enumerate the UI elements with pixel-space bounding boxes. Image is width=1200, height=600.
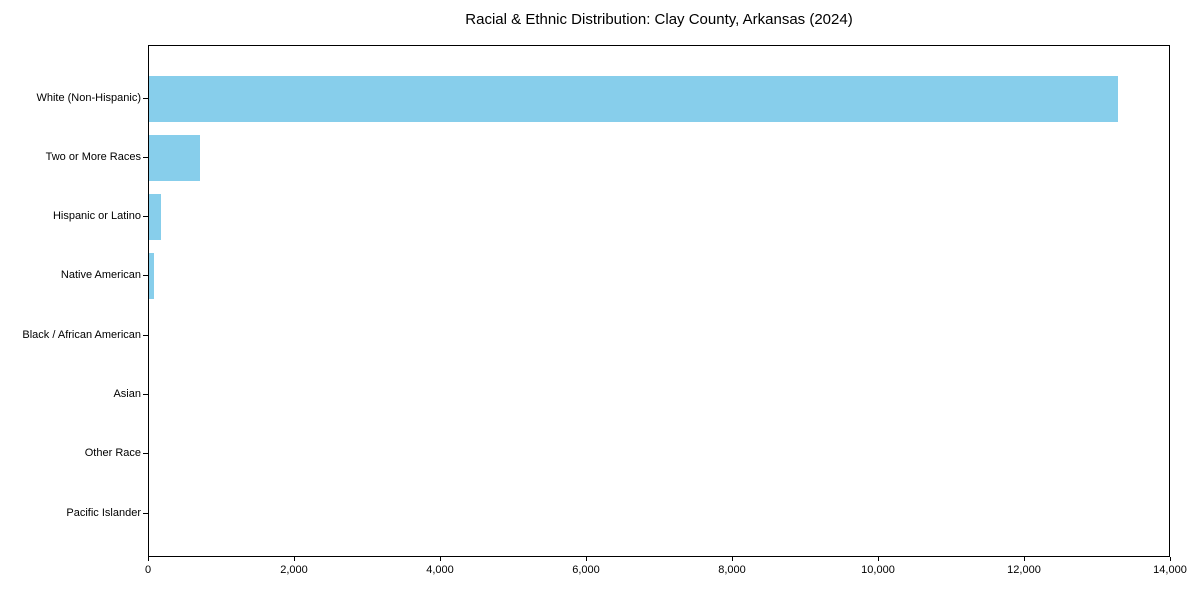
chart-title: Racial & Ethnic Distribution: Clay Count… xyxy=(465,11,853,28)
x-tick-label: 12,000 xyxy=(1007,564,1041,576)
bar-hispanic-or-latino xyxy=(149,194,162,241)
y-tick-label: Black / African American xyxy=(22,328,141,341)
plot-area xyxy=(148,45,1170,557)
x-tick-label: 14,000 xyxy=(1153,564,1187,576)
x-tick-mark xyxy=(877,557,879,561)
y-tick-mark xyxy=(143,512,148,514)
y-tick-mark xyxy=(143,156,148,158)
bar-native-american xyxy=(149,253,155,300)
y-axis-labels: White (Non-Hispanic) Two or More Races His… xyxy=(0,45,141,557)
x-tick-label: 6,000 xyxy=(572,564,600,576)
x-tick-mark xyxy=(439,557,441,561)
x-tick-mark xyxy=(1169,557,1171,561)
x-tick-mark xyxy=(731,557,733,561)
y-tick-mark xyxy=(143,275,148,277)
x-tick-label: 2,000 xyxy=(280,564,308,576)
y-tick-label: Pacific Islander xyxy=(66,506,141,519)
x-tick-label: 0 xyxy=(144,564,152,576)
bar-two-or-more-races xyxy=(149,134,200,181)
x-tick-label: 8,000 xyxy=(718,564,746,576)
y-tick-mark xyxy=(143,97,148,99)
y-tick-mark xyxy=(143,394,148,395)
x-tick-label: 10,000 xyxy=(861,564,895,576)
bar-white-non-hispanic xyxy=(149,75,1118,122)
y-tick-label: Two or More Races xyxy=(45,150,141,163)
y-tick-label: Asian xyxy=(113,388,141,400)
x-tick-mark xyxy=(1023,557,1025,561)
y-tick-label: Other Race xyxy=(84,447,141,460)
y-tick-mark xyxy=(143,453,148,455)
y-tick-label: White (Non-Hispanic) xyxy=(36,91,141,104)
y-tick-mark xyxy=(143,216,148,218)
x-tick-mark xyxy=(147,557,149,561)
x-tick-mark xyxy=(293,557,295,561)
x-tick-mark xyxy=(585,557,587,561)
y-tick-label: Hispanic or Latino xyxy=(52,210,141,223)
y-tick-mark xyxy=(143,334,148,336)
y-tick-label: Native American xyxy=(60,269,141,282)
x-tick-label: 4,000 xyxy=(426,564,454,576)
